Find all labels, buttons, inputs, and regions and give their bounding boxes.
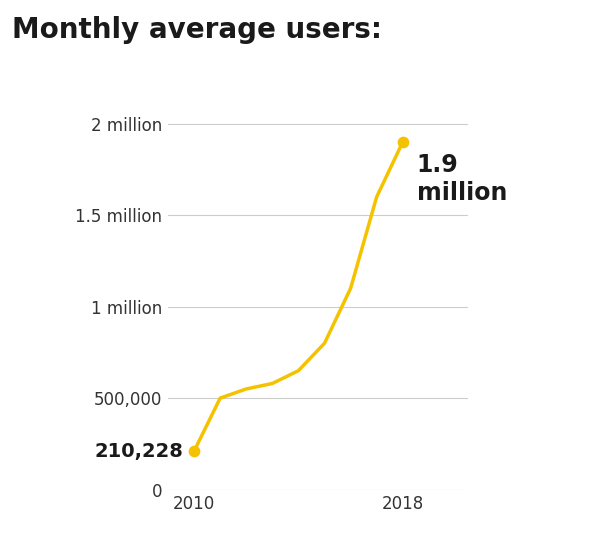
Text: 1.9
million: 1.9 million <box>416 153 507 205</box>
Point <box>398 138 407 146</box>
Point <box>189 447 199 455</box>
Text: 210,228: 210,228 <box>94 442 183 461</box>
Text: Monthly average users:: Monthly average users: <box>12 16 382 44</box>
